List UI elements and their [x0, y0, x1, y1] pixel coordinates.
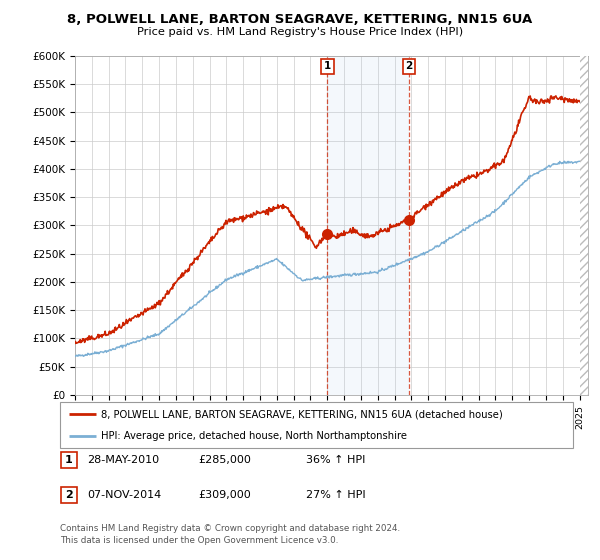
Text: 28-MAY-2010: 28-MAY-2010: [87, 455, 159, 465]
FancyBboxPatch shape: [61, 487, 77, 503]
Text: HPI: Average price, detached house, North Northamptonshire: HPI: Average price, detached house, Nort…: [101, 431, 407, 441]
Text: 1: 1: [65, 455, 73, 465]
Text: 2: 2: [405, 61, 412, 71]
Text: 07-NOV-2014: 07-NOV-2014: [87, 490, 161, 500]
Text: 2: 2: [65, 490, 73, 500]
Text: 27% ↑ HPI: 27% ↑ HPI: [306, 490, 365, 500]
Bar: [327, 56, 409, 395]
Text: 1: 1: [323, 61, 331, 71]
FancyBboxPatch shape: [60, 402, 573, 448]
Text: 36% ↑ HPI: 36% ↑ HPI: [306, 455, 365, 465]
Text: Price paid vs. HM Land Registry's House Price Index (HPI): Price paid vs. HM Land Registry's House …: [137, 27, 463, 37]
Text: 8, POLWELL LANE, BARTON SEAGRAVE, KETTERING, NN15 6UA: 8, POLWELL LANE, BARTON SEAGRAVE, KETTER…: [67, 13, 533, 26]
Text: Contains HM Land Registry data © Crown copyright and database right 2024.
This d: Contains HM Land Registry data © Crown c…: [60, 524, 400, 545]
Text: £285,000: £285,000: [198, 455, 251, 465]
Text: £309,000: £309,000: [198, 490, 251, 500]
Text: 8, POLWELL LANE, BARTON SEAGRAVE, KETTERING, NN15 6UA (detached house): 8, POLWELL LANE, BARTON SEAGRAVE, KETTER…: [101, 409, 503, 419]
FancyBboxPatch shape: [61, 452, 77, 468]
